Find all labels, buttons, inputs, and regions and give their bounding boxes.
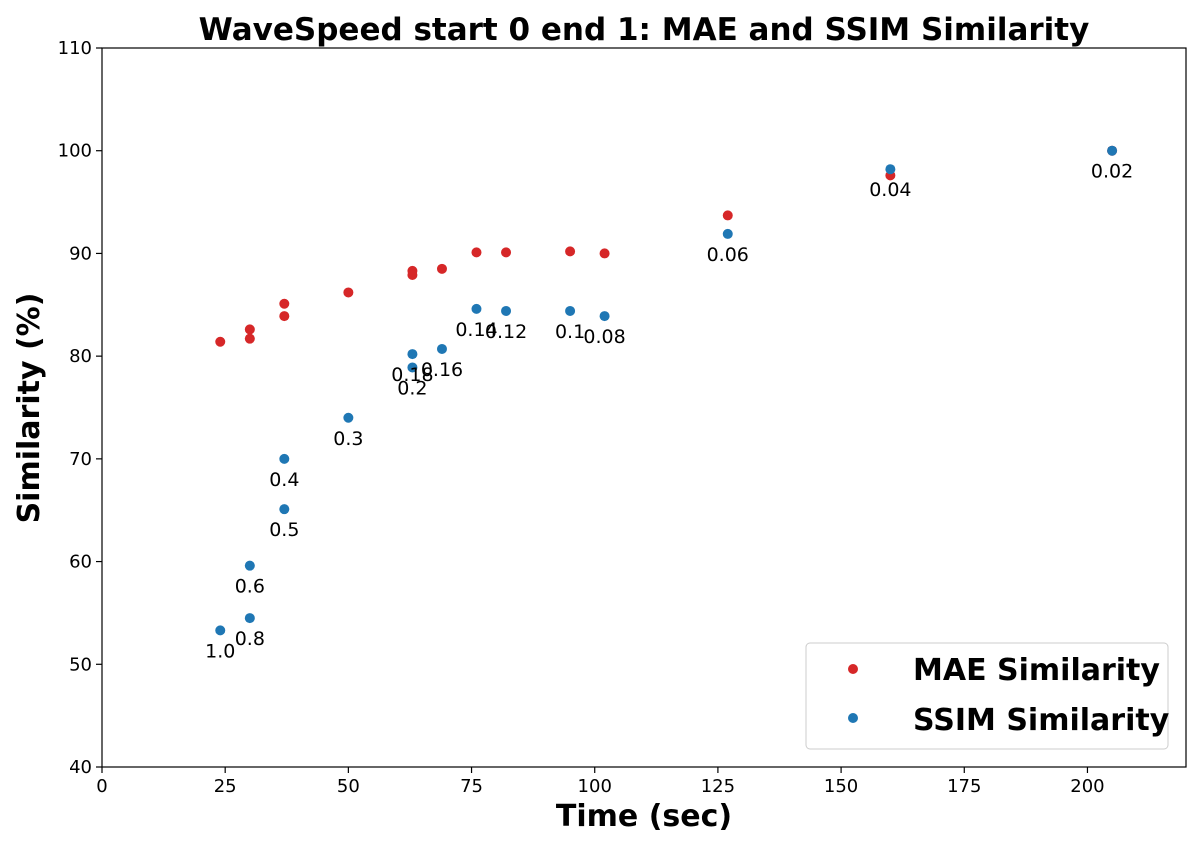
plot-area: [101, 47, 1187, 768]
mae-point: [599, 248, 610, 259]
mae-point: [407, 269, 418, 280]
ssim-point: [407, 362, 418, 373]
mae-point: [471, 247, 482, 258]
ssim-point: [436, 343, 447, 354]
x-tick-label: 200: [1070, 776, 1104, 797]
ssim-point-label: 0.14: [455, 319, 497, 341]
x-tick-label: 50: [337, 776, 360, 797]
x-tick-label: 150: [824, 776, 858, 797]
ssim-point-label: 0.18: [391, 364, 433, 386]
ssim-point-label: 0.4: [269, 469, 299, 491]
ssim-point-label: 1.0: [205, 640, 235, 662]
x-tick-label: 125: [701, 776, 735, 797]
ssim-point: [599, 311, 610, 322]
ssim-point: [279, 453, 290, 464]
mae-point: [279, 298, 290, 309]
legend-label-mae: MAE Similarity: [913, 653, 1160, 688]
mae-point: [215, 336, 226, 347]
plot-frame: [101, 47, 1187, 768]
y-tick-label: 90: [69, 243, 92, 264]
x-tick-label: 0: [96, 776, 107, 797]
point-labels: 1.00.8 0.6 0.5 0.4 0.3 0.20.180.16 0.140.12 0.1…: [205, 161, 1133, 663]
legend-marker-ssim: [848, 713, 858, 723]
ssim-point: [501, 305, 512, 316]
ssim-point-label: 0.1: [555, 321, 585, 343]
ssim-point: [1107, 145, 1118, 156]
mae-point: [722, 210, 733, 221]
mae-point: [343, 287, 354, 298]
ssim-point: [215, 625, 226, 636]
legend-box: [805, 642, 1169, 750]
y-tick-label: 50: [69, 654, 92, 675]
ssim-point-label: 0.06: [707, 244, 749, 266]
ssim-point: [279, 504, 290, 515]
legend-marker-mae: [848, 664, 858, 674]
y-axis-label: Similarity (%): [12, 293, 47, 524]
ssim-point: [407, 349, 418, 360]
y-tick-label: 100: [58, 141, 92, 162]
mae-point: [436, 263, 447, 274]
y-tick-label: 70: [69, 449, 92, 470]
y-axis-ticks: 40 50 60 70 80 90 100 110: [58, 38, 102, 778]
ssim-point-label: 0.12: [485, 321, 527, 343]
mae-point: [244, 324, 255, 335]
ssim-point-label: 0.5: [269, 519, 299, 541]
ssim-point-label: 0.04: [869, 179, 911, 201]
ssim-point-label: 0.16: [421, 359, 463, 381]
ssim-point: [244, 613, 255, 624]
ssim-point: [885, 164, 896, 175]
ssim-point-label: 0.8: [235, 628, 265, 650]
ssim-point-label: 0.02: [1091, 161, 1133, 183]
y-tick-label: 60: [69, 552, 92, 573]
ssim-point: [471, 303, 482, 314]
ssim-point-label: 0.2: [397, 377, 427, 399]
ssim-point-label: 0.08: [583, 326, 625, 348]
ssim-point: [722, 228, 733, 239]
legend-label-ssim: SSIM Similarity: [913, 703, 1170, 738]
y-tick-label: 110: [58, 38, 92, 59]
mae-point: [501, 247, 512, 258]
data-points: [215, 145, 1118, 636]
x-tick-label: 75: [460, 776, 483, 797]
legend: MAE Similarity SSIM Similarity: [805, 642, 1170, 750]
ssim-point-label: 0.6: [235, 576, 265, 598]
ssim-point: [565, 305, 576, 316]
ssim-point: [343, 412, 354, 423]
x-tick-label: 100: [578, 776, 612, 797]
mae-point: [244, 333, 255, 344]
x-tick-label: 175: [947, 776, 981, 797]
x-axis-ticks: 0 25 50 75 100 125 150 175 200: [96, 767, 1105, 797]
x-tick-label: 25: [214, 776, 237, 797]
ssim-point-label: 0.3: [333, 428, 363, 450]
x-axis-label: Time (sec): [556, 799, 732, 834]
ssim-point: [244, 560, 255, 571]
mae-point: [565, 246, 576, 257]
chart-title: WaveSpeed start 0 end 1: MAE and SSIM Si…: [199, 12, 1090, 48]
y-tick-label: 40: [69, 757, 92, 778]
y-tick-label: 80: [69, 346, 92, 367]
mae-point: [279, 311, 290, 322]
